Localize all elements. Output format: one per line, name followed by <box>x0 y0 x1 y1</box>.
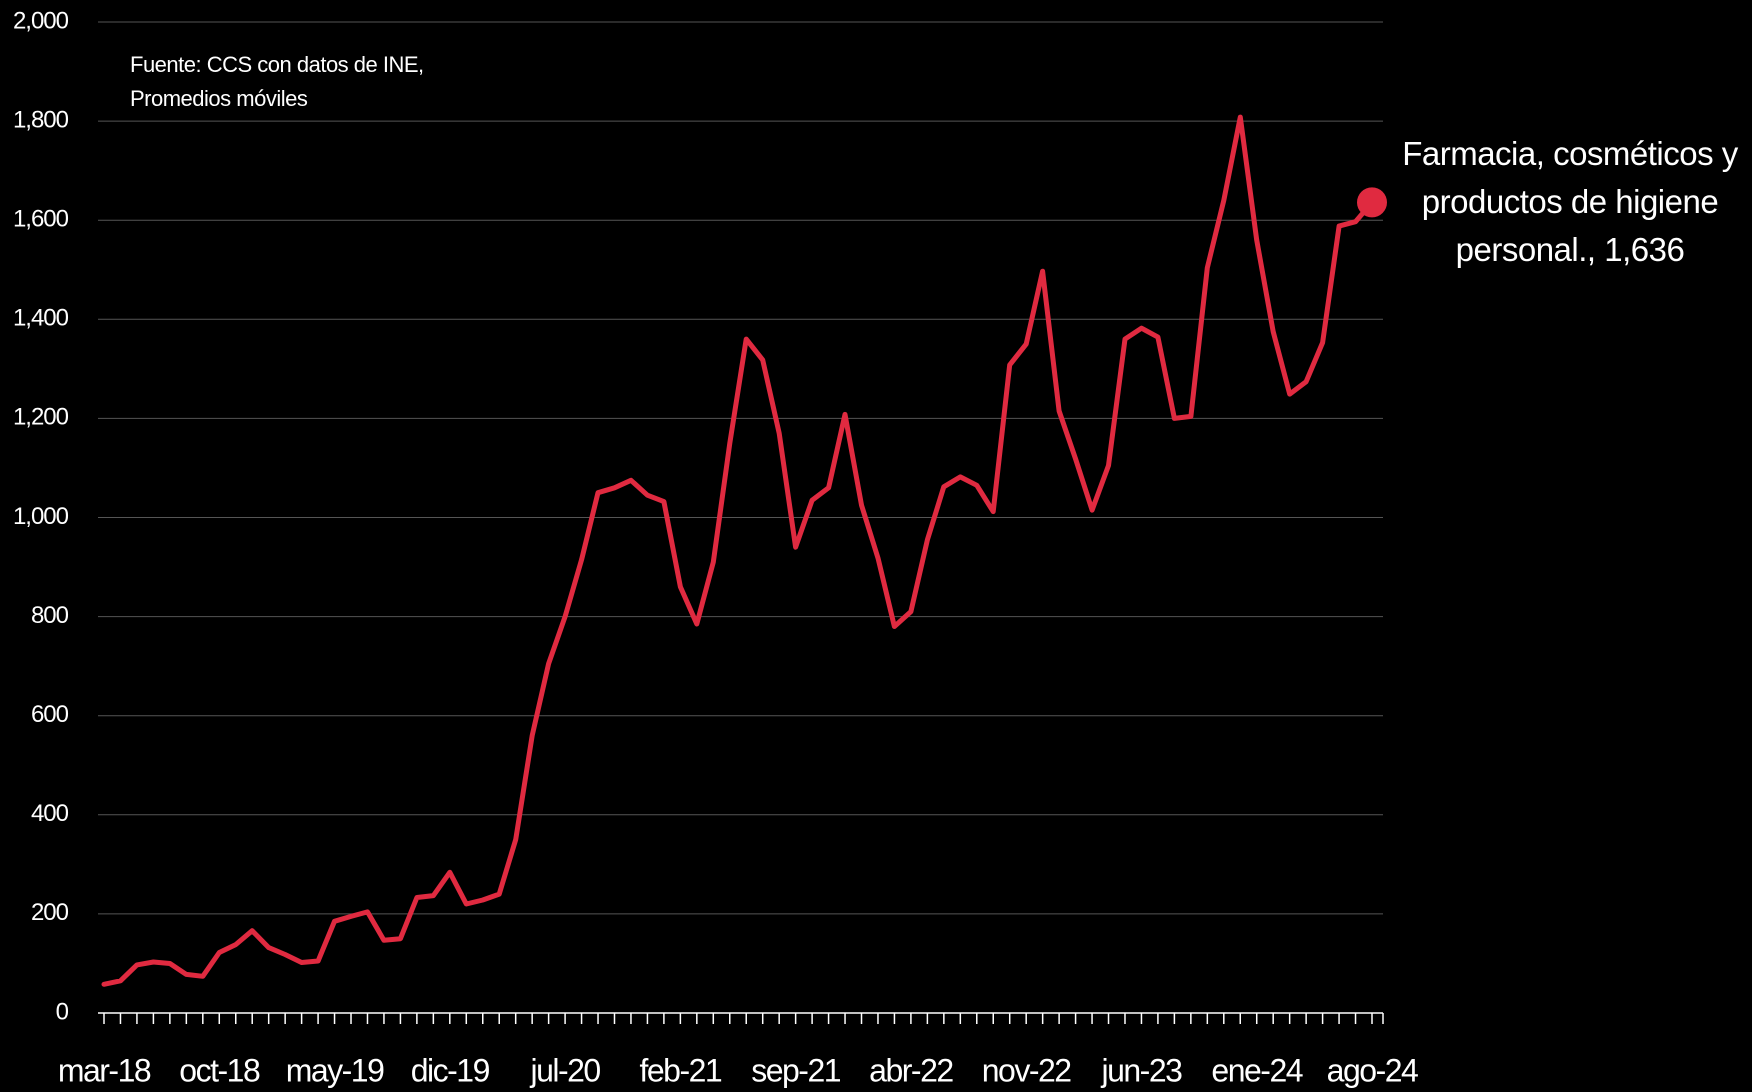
y-tick-label: 600 <box>31 701 69 728</box>
x-tick-label: nov-22 <box>982 1052 1072 1088</box>
x-tick-label: ene-24 <box>1211 1052 1302 1088</box>
x-tick-label: dic-19 <box>411 1052 490 1088</box>
x-tick-label: abr-22 <box>869 1052 953 1088</box>
y-tick-label: 1,400 <box>13 305 69 332</box>
x-tick-label: jun-23 <box>1100 1052 1182 1088</box>
source-note: Fuente: CCS con datos de INE, Promedios … <box>130 52 424 111</box>
y-tick-label: 2,000 <box>13 7 69 34</box>
y-tick-label: 0 <box>56 998 69 1025</box>
y-tick-label: 1,200 <box>13 404 69 431</box>
x-tick-label: sep-21 <box>751 1052 841 1088</box>
y-tick-label: 800 <box>31 602 69 629</box>
end-marker <box>1357 187 1387 218</box>
y-tick-label: 1,000 <box>13 503 69 530</box>
x-tick-label: feb-21 <box>639 1052 721 1088</box>
x-tick-label: may-19 <box>286 1052 384 1088</box>
x-tick-label: ago-24 <box>1327 1052 1418 1088</box>
x-tick-label: jul-20 <box>529 1052 600 1088</box>
y-tick-label: 200 <box>31 899 69 926</box>
series-annotation: Farmacia, cosméticos y productos de higi… <box>1402 135 1738 268</box>
y-tick-label: 1,800 <box>13 106 69 133</box>
x-tick-label: mar-18 <box>58 1052 151 1088</box>
x-tick-label: oct-18 <box>179 1052 260 1088</box>
series-line <box>101 114 1375 987</box>
y-tick-label: 1,600 <box>13 206 69 233</box>
y-tick-label: 400 <box>31 800 69 827</box>
